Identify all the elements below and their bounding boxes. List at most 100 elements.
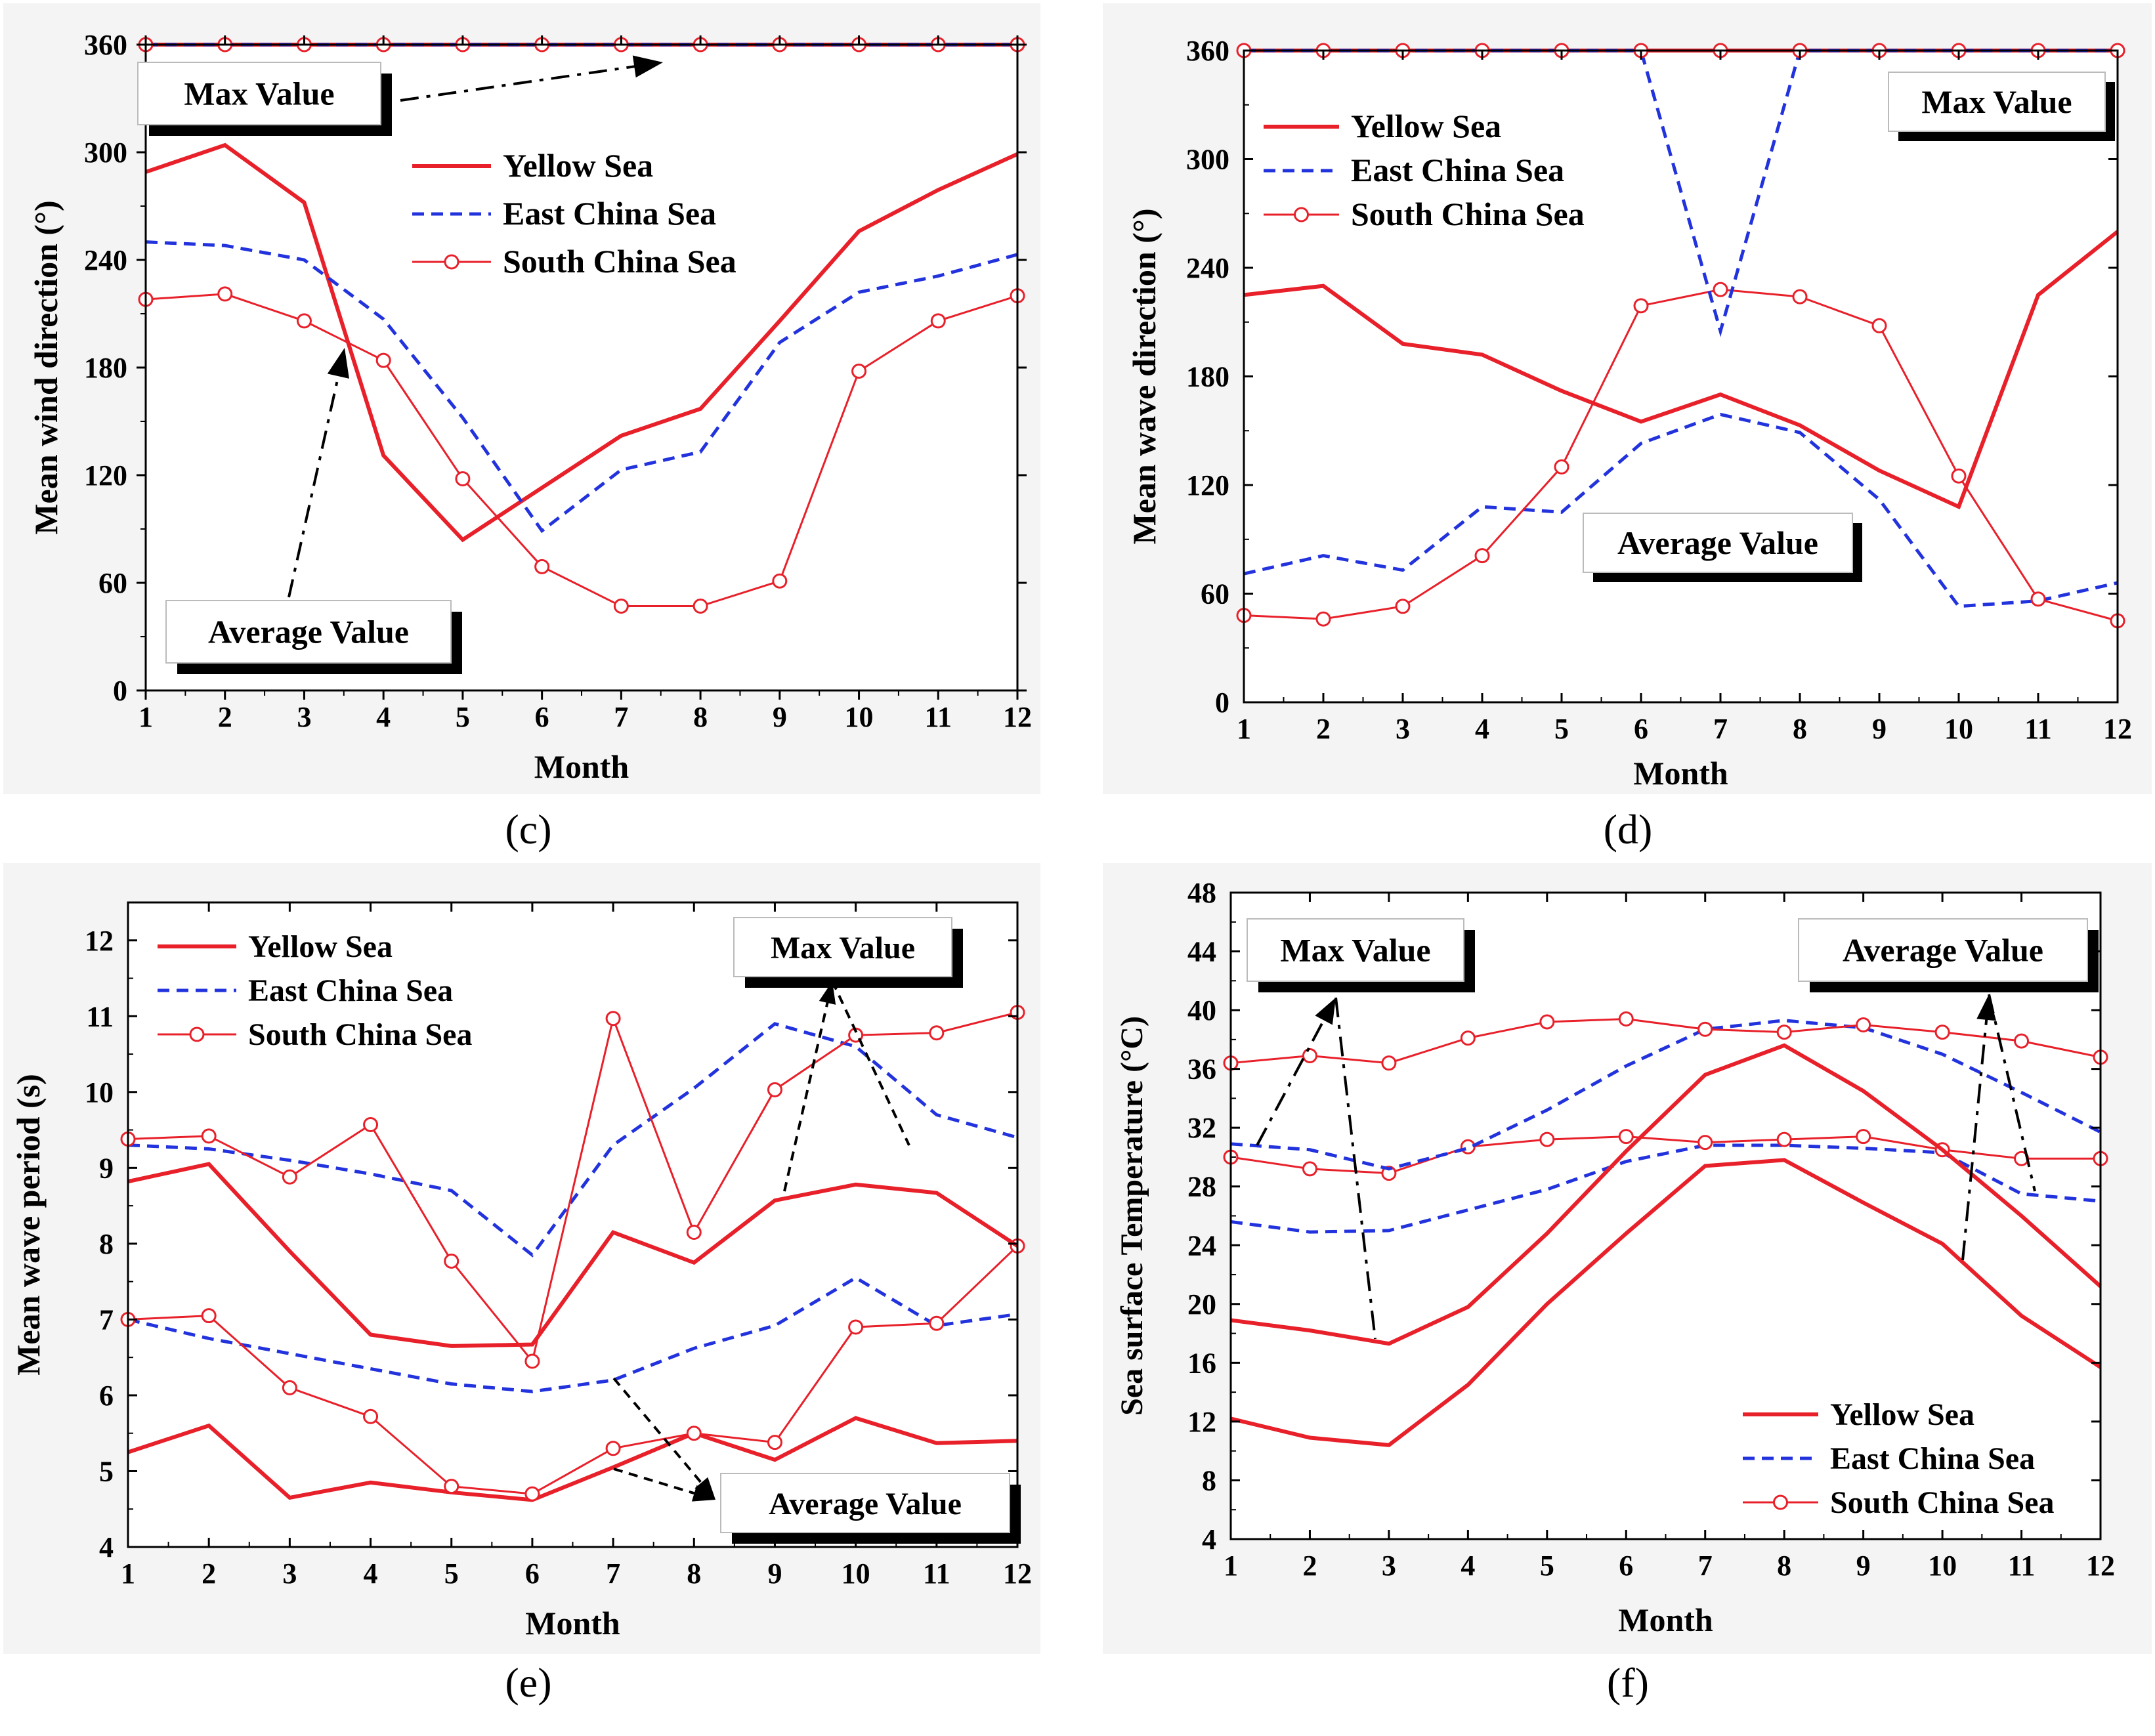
data-point [363,1117,379,1133]
x-tick-label: 6 [1619,1550,1633,1582]
y-tick-label: 8 [1202,1464,1216,1496]
annotation-arrow [288,367,342,598]
y-tick-label: 4 [1202,1523,1216,1556]
series-south-china-sea-average-value [1223,1129,2108,1181]
y-tick-label: 180 [1186,361,1229,393]
data-point [1618,1011,1634,1027]
y-tick-label: 6 [99,1380,114,1412]
annotation-frame [1583,513,1853,573]
data-point [2014,1033,2030,1049]
series-line [1230,1143,2101,1234]
x-tick-label: 3 [1382,1550,1396,1582]
chart-panel-f: 1 2 3 4 5 6 7 8 9 10 11 124812162024283236404448Mon… [1103,863,2152,1706]
x-tick-label: 9 [767,1557,782,1590]
series-line [127,1022,1018,1258]
y-tick-label: 48 [1187,877,1216,909]
series-line [127,1275,1018,1393]
data-point [1302,1048,1317,1063]
series-south-china-sea-max-value [120,1005,1025,1369]
x-tick-label: 10 [842,1557,870,1590]
legend-label: Yellow Sea [248,929,393,964]
data-point [1776,1025,1792,1040]
data-point [693,599,708,614]
x-tick-label: 8 [687,1557,701,1590]
data-point [524,1486,540,1502]
x-tick-label: 2 [202,1557,216,1590]
data-point [605,1011,621,1027]
y-tick-label: 0 [1215,687,1229,719]
x-tick-label: 5 [456,701,470,733]
x-tick-label: 5 [444,1557,459,1590]
x-tick-label: 11 [2024,713,2052,745]
plot-area [1244,51,2118,702]
y-tick-label: 16 [1187,1347,1216,1379]
y-tick-label: 7 [99,1303,114,1336]
x-tick-label: 12 [2103,713,2132,745]
x-tick-label: 6 [525,1557,540,1590]
annotation-arrow [1334,997,1376,1340]
annotation-label: Max Value [771,931,915,965]
y-tick-label: 360 [1186,35,1229,67]
annotation-frame [1247,918,1464,982]
y-tick-label: 8 [99,1228,114,1260]
y-tick-label: 120 [84,459,127,492]
data-point [1697,1021,1713,1037]
data-point [455,471,471,486]
data-point [1539,1132,1555,1147]
annotation-frame [1798,918,2088,982]
annotation-arrow [1256,1012,1329,1146]
series-east-china-sea-max-value [1230,1019,2102,1171]
legend-label: East China Sea [503,195,716,232]
x-tick-label: 6 [1634,713,1648,745]
arrow-head [691,1485,715,1502]
y-tick-label: 28 [1187,1171,1216,1203]
x-tick-label: 12 [1003,701,1032,733]
data-point [1618,1129,1634,1145]
data-point [613,599,629,614]
series-line [1230,1018,2101,1065]
arrow-head [1315,998,1336,1025]
series-line [1243,288,2118,622]
y-tick-label: 32 [1187,1112,1216,1144]
data-point [851,363,867,379]
y-tick-label: 44 [1187,936,1216,968]
legend-label: South China Sea [1830,1485,2054,1520]
y-tick-label: 12 [85,925,114,957]
x-tick-label: 3 [1396,713,1410,745]
data-point [444,1253,459,1269]
series-line [145,240,1018,534]
legend-marker [1294,207,1309,222]
legend-label: East China Sea [1351,152,1564,188]
legend-label: South China Sea [248,1017,472,1052]
legend-label: Yellow Sea [1830,1397,1974,1432]
annotation-label: Max Value [184,75,334,112]
data-point [767,1435,782,1450]
legend-label: Yellow Sea [1351,108,1501,144]
x-tick-label: 2 [218,701,232,733]
annotation-frame [137,62,381,125]
panel-label: (e) [505,1659,551,1706]
data-point [772,573,788,589]
y-tick-label: 36 [1187,1053,1216,1086]
annotation-label: Average Value [1617,524,1818,561]
annotation-label: Average Value [1843,932,2043,969]
y-tick-label: 12 [1187,1406,1216,1438]
data-point [524,1353,540,1369]
data-point [1934,1025,1950,1040]
series-east-china-sea-max-value [127,1022,1018,1258]
series-line [1230,1043,2102,1346]
y-tick-label: 300 [1186,144,1229,176]
series-south-china-sea-max-value [1223,1011,2108,1071]
data-point [1697,1135,1713,1151]
x-axis-title: Month [1633,755,1728,792]
annotation-label: Max Value [1280,932,1430,969]
series-yellow-sea-max-value [1230,1043,2102,1346]
y-tick-label: 360 [84,29,127,61]
data-point [217,286,233,302]
y-tick-label: 240 [1186,252,1229,284]
arrow-head [632,55,663,78]
x-axis-title: Month [1618,1601,1713,1638]
x-tick-label: 1 [121,1557,135,1590]
series-yellow-sea-average-value [1243,230,2119,510]
data-point [1951,468,1967,484]
